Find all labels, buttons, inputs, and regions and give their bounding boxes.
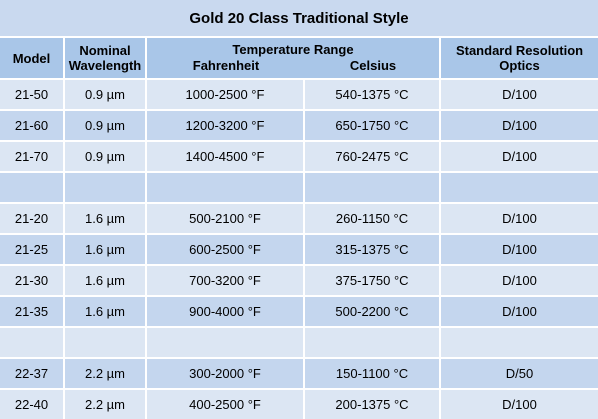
header-optics-line1: Standard Resolution — [455, 43, 584, 58]
cell-model: 21-20 — [0, 202, 65, 234]
header-wavelength-line1: Nominal — [79, 43, 131, 58]
table-row — [0, 326, 598, 358]
table-row: 21-60 0.9 µm 1200-3200 °F 650-1750 °C D/100 — [0, 109, 598, 141]
cell-wavelength: 0.9 µm — [64, 140, 147, 172]
table-row: 22-37 2.2 µm 300-2000 °F 150-1100 °C D/50 — [0, 357, 598, 389]
header-fahrenheit: Fahrenheit — [192, 58, 260, 73]
cell-celsius: 200-1375 °C — [304, 388, 441, 419]
cell-celsius — [304, 326, 441, 358]
table-body: 21-50 0.9 µm 1000-2500 °F 540-1375 °C D/100 2… — [0, 78, 598, 419]
header-optics-line2: Optics — [499, 58, 540, 73]
cell-fahrenheit: 500-2100 °F — [146, 202, 305, 234]
cell-wavelength — [64, 326, 147, 358]
cell-wavelength: 2.2 µm — [64, 388, 147, 419]
cell-wavelength: 0.9 µm — [64, 109, 147, 141]
cell-wavelength: 1.6 µm — [64, 264, 147, 296]
cell-celsius — [304, 171, 441, 203]
cell-optics: D/100 — [440, 264, 598, 296]
cell-fahrenheit: 400-2500 °F — [146, 388, 305, 419]
cell-optics: D/100 — [440, 109, 598, 141]
cell-celsius: 260-1150 °C — [304, 202, 441, 234]
cell-wavelength: 1.6 µm — [64, 202, 147, 234]
header-row: Model Nominal Wavelength Temperature Ran… — [0, 37, 598, 79]
cell-fahrenheit: 1200-3200 °F — [146, 109, 305, 141]
header-temperature-range: Temperature Range Fahrenheit Celsius — [146, 37, 441, 79]
cell-celsius: 500-2200 °C — [304, 295, 441, 327]
cell-celsius: 150-1100 °C — [304, 357, 441, 389]
cell-optics: D/50 — [440, 357, 598, 389]
table-row: 21-35 1.6 µm 900-4000 °F 500-2200 °C D/100 — [0, 295, 598, 327]
cell-wavelength: 0.9 µm — [64, 78, 147, 110]
cell-fahrenheit: 900-4000 °F — [146, 295, 305, 327]
cell-optics: D/100 — [440, 202, 598, 234]
header-wavelength: Nominal Wavelength — [64, 37, 147, 79]
cell-fahrenheit: 600-2500 °F — [146, 233, 305, 265]
table-row: 22-40 2.2 µm 400-2500 °F 200-1375 °C D/100 — [0, 388, 598, 419]
table-row: 21-50 0.9 µm 1000-2500 °F 540-1375 °C D/100 — [0, 78, 598, 110]
table-row: 21-20 1.6 µm 500-2100 °F 260-1150 °C D/100 — [0, 202, 598, 234]
cell-fahrenheit: 1400-4500 °F — [146, 140, 305, 172]
table-row: 21-25 1.6 µm 600-2500 °F 315-1375 °C D/100 — [0, 233, 598, 265]
cell-model: 21-25 — [0, 233, 65, 265]
cell-celsius: 760-2475 °C — [304, 140, 441, 172]
cell-fahrenheit: 1000-2500 °F — [146, 78, 305, 110]
cell-optics — [440, 171, 598, 203]
header-optics: Standard Resolution Optics — [440, 37, 598, 79]
cell-model — [0, 326, 65, 358]
cell-model: 21-30 — [0, 264, 65, 296]
table-row: 21-70 0.9 µm 1400-4500 °F 760-2475 °C D/100 — [0, 140, 598, 172]
cell-model — [0, 171, 65, 203]
cell-model: 21-70 — [0, 140, 65, 172]
header-model: Model — [0, 37, 65, 79]
cell-fahrenheit — [146, 326, 305, 358]
cell-celsius: 540-1375 °C — [304, 78, 441, 110]
table-row — [0, 171, 598, 203]
header-wavelength-line2: Wavelength — [68, 58, 142, 73]
header-temp-range-label: Temperature Range — [232, 42, 354, 57]
cell-fahrenheit: 300-2000 °F — [146, 357, 305, 389]
cell-wavelength — [64, 171, 147, 203]
cell-wavelength: 1.6 µm — [64, 295, 147, 327]
cell-optics: D/100 — [440, 233, 598, 265]
cell-optics: D/100 — [440, 388, 598, 419]
cell-model: 22-40 — [0, 388, 65, 419]
cell-model: 21-50 — [0, 78, 65, 110]
header-celsius: Celsius — [349, 58, 397, 73]
cell-optics — [440, 326, 598, 358]
cell-fahrenheit: 700-3200 °F — [146, 264, 305, 296]
cell-model: 22-37 — [0, 357, 65, 389]
table-row: 21-30 1.6 µm 700-3200 °F 375-1750 °C D/100 — [0, 264, 598, 296]
cell-optics: D/100 — [440, 78, 598, 110]
table-title: Gold 20 Class Traditional Style — [0, 0, 598, 38]
cell-celsius: 315-1375 °C — [304, 233, 441, 265]
cell-wavelength: 2.2 µm — [64, 357, 147, 389]
cell-celsius: 650-1750 °C — [304, 109, 441, 141]
cell-celsius: 375-1750 °C — [304, 264, 441, 296]
cell-wavelength: 1.6 µm — [64, 233, 147, 265]
cell-optics: D/100 — [440, 295, 598, 327]
cell-optics: D/100 — [440, 140, 598, 172]
cell-model: 21-60 — [0, 109, 65, 141]
cell-model: 21-35 — [0, 295, 65, 327]
cell-fahrenheit — [146, 171, 305, 203]
